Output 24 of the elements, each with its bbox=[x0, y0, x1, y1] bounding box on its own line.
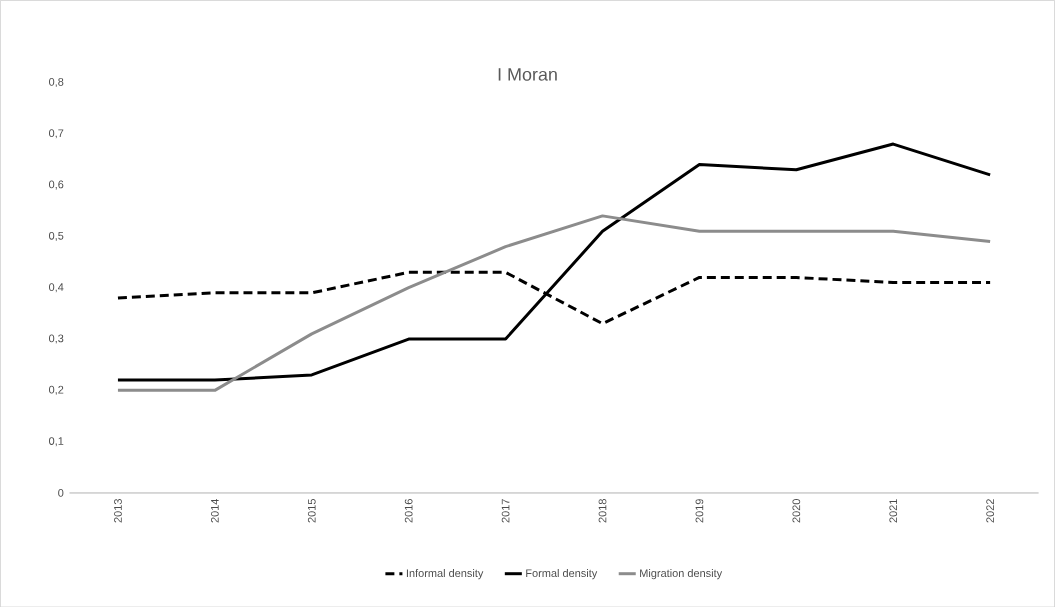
y-tick-label: 0,8 bbox=[49, 77, 64, 87]
x-tick-label: 2022 bbox=[986, 498, 995, 523]
y-tick-label: 0,6 bbox=[49, 180, 64, 190]
legend-label: Migration density bbox=[640, 568, 723, 579]
x-tick-label: 2013 bbox=[114, 498, 122, 523]
y-tick-label: 0,2 bbox=[49, 385, 64, 395]
x-tick-label: 2020 bbox=[792, 498, 801, 523]
y-tick-label: 0,5 bbox=[49, 231, 64, 241]
y-tick-label: 0,4 bbox=[49, 282, 64, 293]
x-tick-label: 2014 bbox=[210, 498, 219, 523]
y-tick-label: 0,3 bbox=[49, 334, 64, 344]
line-series bbox=[116, 142, 992, 382]
legend-label: Formal density bbox=[526, 568, 598, 579]
y-tick-label: 0,7 bbox=[49, 129, 64, 139]
y-tick-label: 0,1 bbox=[49, 436, 64, 446]
x-tick-label: 2017 bbox=[501, 498, 510, 523]
y-tick-label: 0 bbox=[58, 488, 64, 497]
legend-label: Informal density bbox=[406, 568, 484, 579]
x-tick-label: 2015 bbox=[307, 498, 316, 523]
chart-title: I Moran bbox=[498, 67, 557, 81]
x-tick-label: 2018 bbox=[598, 498, 607, 523]
x-tick-label: 2019 bbox=[695, 498, 704, 523]
x-tick-label: 2016 bbox=[404, 498, 413, 523]
x-tick-label: 2021 bbox=[889, 498, 898, 523]
